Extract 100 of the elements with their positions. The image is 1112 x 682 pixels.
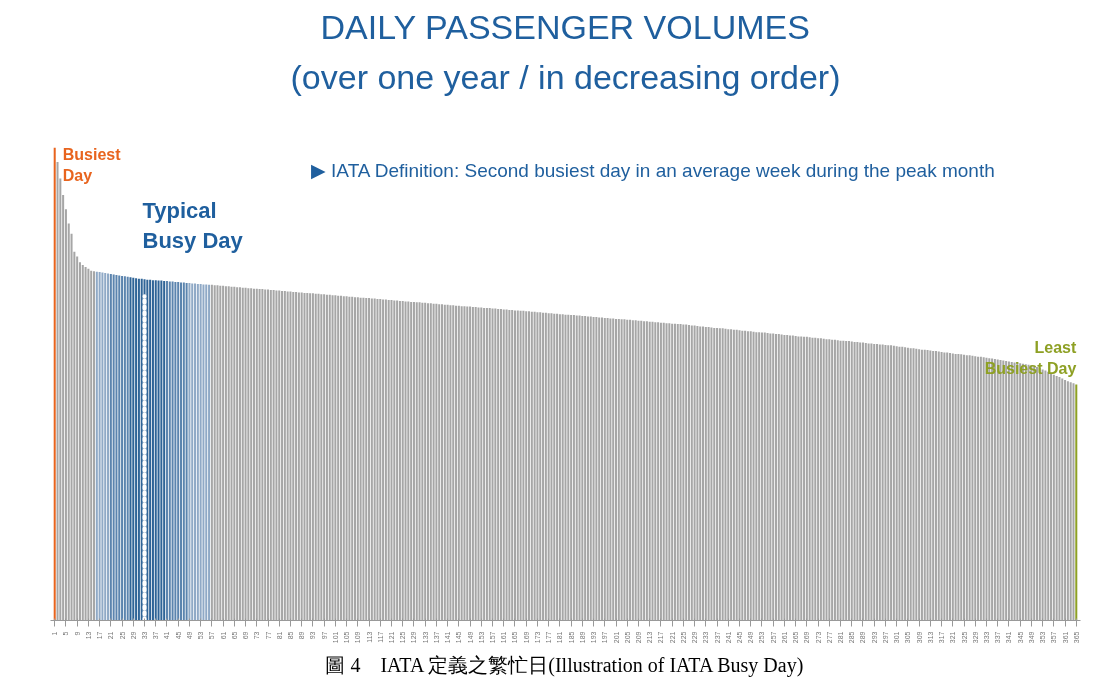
bar	[707, 326, 710, 621]
bar	[578, 315, 581, 621]
bar	[505, 309, 508, 621]
bar	[901, 346, 904, 621]
bar	[502, 309, 505, 621]
bar	[595, 317, 598, 621]
bar	[923, 349, 926, 621]
bar	[432, 303, 435, 621]
bar	[783, 334, 786, 621]
bar	[435, 303, 438, 621]
bar	[404, 301, 407, 621]
bar	[929, 350, 932, 621]
bar	[387, 299, 390, 621]
bar	[376, 299, 379, 621]
bar	[314, 293, 317, 621]
bar	[177, 282, 180, 621]
bar	[741, 330, 744, 621]
bar	[351, 296, 354, 621]
bar	[763, 332, 766, 621]
bar	[115, 274, 118, 621]
bar	[199, 283, 202, 621]
bar	[690, 325, 693, 621]
bar	[247, 288, 250, 621]
annotation: ▶ IATA Definition: Second busiest day in an average week during the peak month	[310, 159, 995, 181]
bar	[407, 301, 410, 621]
bar	[982, 357, 985, 621]
bar	[637, 320, 640, 621]
bar	[258, 289, 261, 621]
bar	[1058, 377, 1061, 621]
bar	[957, 353, 960, 621]
bar	[567, 314, 570, 621]
bar	[828, 339, 831, 621]
bar	[362, 297, 365, 621]
bar	[429, 303, 432, 621]
bar	[696, 325, 699, 621]
bar	[606, 317, 609, 621]
bar	[895, 346, 898, 621]
bar	[244, 287, 247, 621]
bar	[84, 266, 87, 621]
bar	[421, 302, 424, 621]
bar	[334, 295, 337, 621]
bar	[682, 324, 685, 621]
bar	[359, 297, 362, 621]
bar	[948, 352, 952, 621]
bar	[951, 353, 954, 621]
bar	[261, 289, 264, 621]
annotation: Typical Busy Day	[142, 198, 244, 254]
bar	[179, 282, 183, 621]
bar	[800, 336, 803, 621]
bar	[174, 282, 177, 621]
bar	[331, 295, 334, 621]
bar	[1069, 382, 1072, 621]
bar	[797, 336, 800, 621]
bar	[603, 317, 606, 621]
bar	[946, 352, 949, 621]
bar	[648, 321, 651, 621]
bar	[306, 292, 309, 621]
bar	[317, 293, 320, 621]
bar	[915, 348, 918, 621]
bar	[668, 323, 671, 621]
bar	[940, 351, 943, 621]
bar	[662, 322, 665, 621]
bar	[157, 280, 160, 621]
bar	[640, 320, 643, 621]
bar	[56, 161, 59, 621]
bar	[205, 284, 208, 621]
bar	[780, 334, 783, 621]
bar	[373, 298, 376, 621]
bar	[292, 291, 295, 621]
bar	[592, 317, 595, 621]
bar	[168, 281, 171, 621]
bar	[1044, 370, 1047, 621]
bar	[449, 305, 452, 621]
bar	[626, 319, 629, 621]
bar	[937, 351, 940, 621]
bar	[418, 302, 421, 621]
bar	[814, 337, 817, 621]
bar	[264, 289, 267, 621]
bar	[665, 323, 668, 621]
chart-title: DAILY PASSENGER VOLUMES	[320, 7, 810, 46]
bar	[909, 348, 912, 621]
bar	[118, 275, 121, 621]
bar	[777, 334, 780, 621]
bar	[971, 355, 974, 621]
bar	[794, 335, 797, 621]
bar	[727, 329, 730, 621]
bar	[202, 284, 205, 621]
bar	[81, 265, 84, 621]
bar	[1041, 369, 1044, 621]
bar	[842, 340, 845, 621]
bar	[328, 294, 331, 621]
bar	[365, 298, 368, 621]
bar	[553, 313, 556, 621]
bar	[898, 346, 901, 621]
annotation: Least Busiest Day	[984, 339, 1077, 377]
bar	[160, 280, 163, 621]
bar	[278, 290, 281, 621]
bar	[112, 274, 115, 621]
bar	[132, 277, 135, 621]
bar	[171, 281, 174, 621]
